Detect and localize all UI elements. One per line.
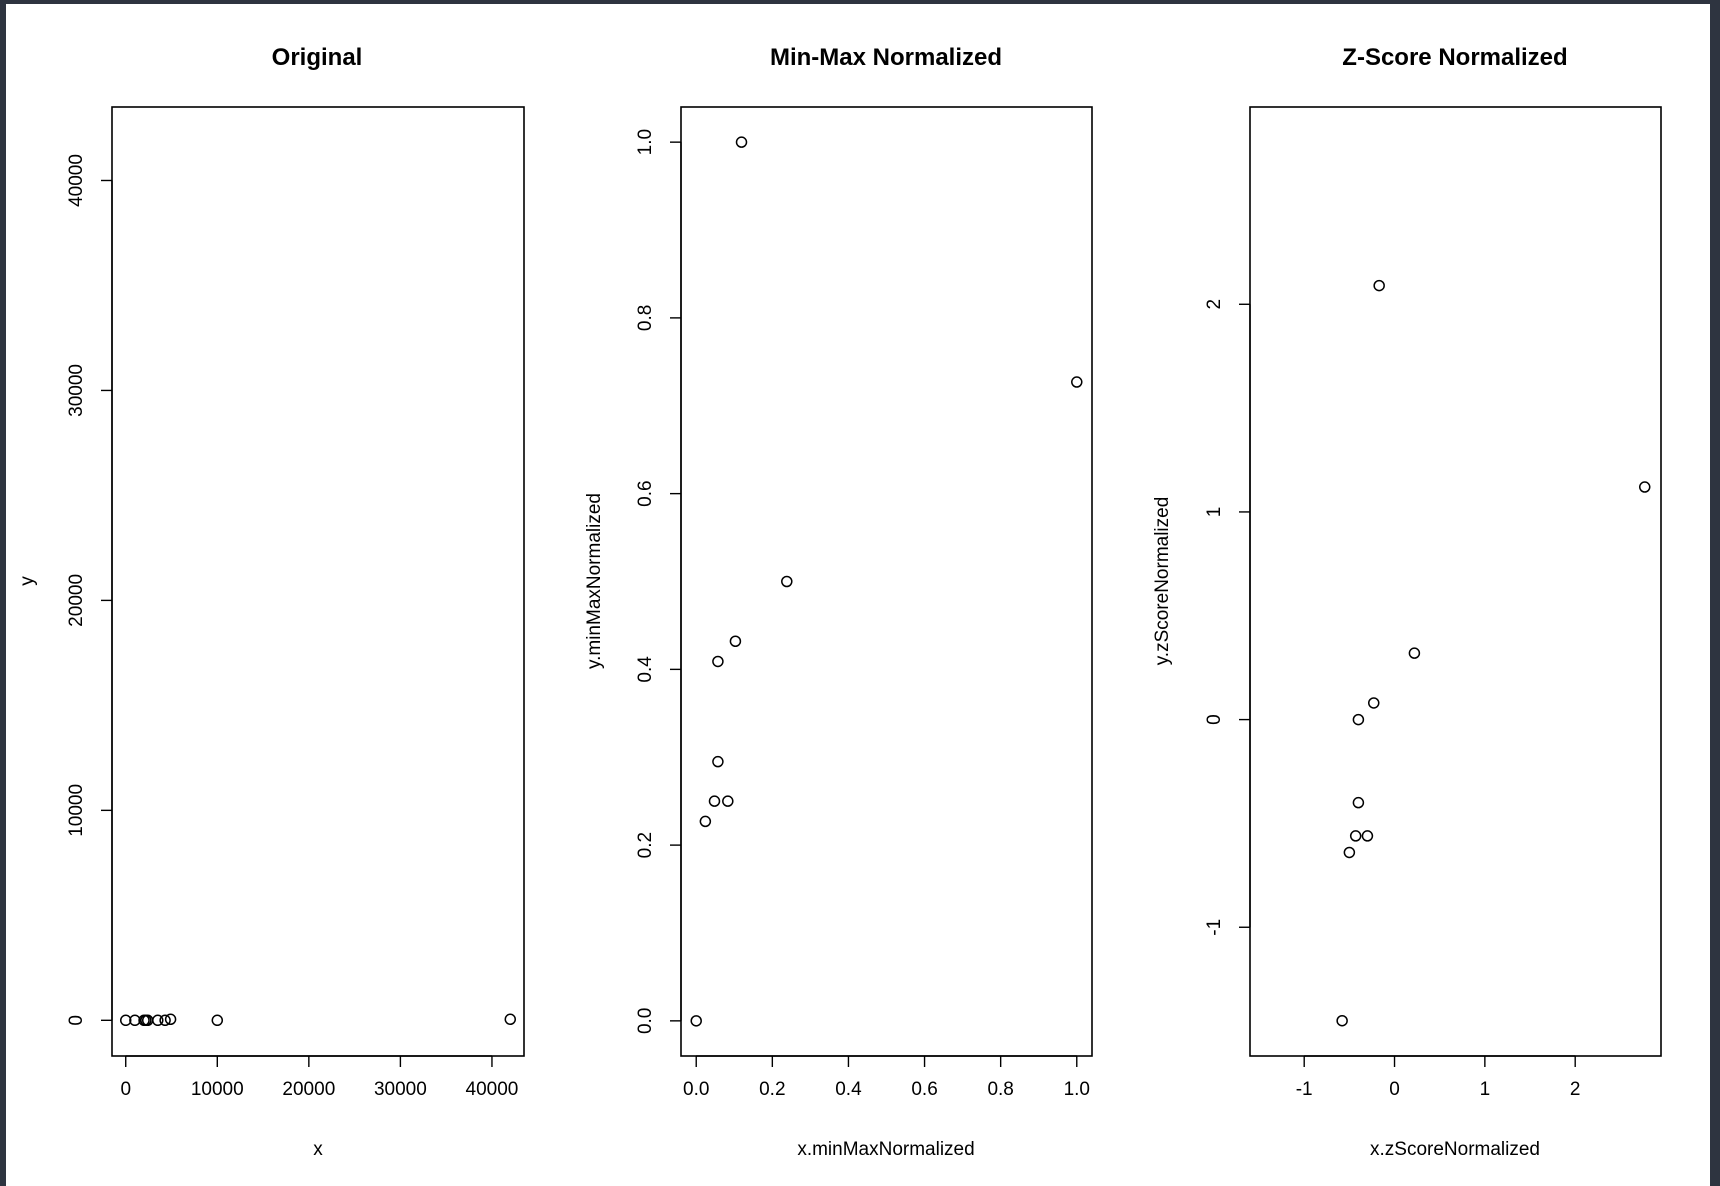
data-point	[1071, 376, 1083, 388]
x-tick-label: 0.4	[835, 1079, 862, 1100]
data-point	[712, 755, 724, 768]
y-tick-label: 10000	[66, 784, 87, 837]
data-point	[735, 136, 748, 148]
x-tick-label: 40000	[466, 1079, 519, 1100]
y-tick-label: 0	[66, 1015, 87, 1026]
data-point	[1373, 279, 1385, 292]
x-tick-label: 0	[1389, 1079, 1400, 1100]
x-tick-label: 0.6	[911, 1079, 937, 1100]
y-tick-label: 0.2	[635, 832, 656, 858]
y-axis-label: y.zScoreNormalized	[1152, 497, 1173, 666]
plot-box	[680, 106, 1093, 1057]
y-tick-label: 1	[1204, 507, 1225, 518]
data-point	[1638, 481, 1651, 493]
y-axis-label: y.minMaxNormalized	[584, 493, 605, 669]
x-tick-label: 20000	[282, 1079, 335, 1100]
data-point	[1352, 713, 1365, 726]
x-tick-label: 1	[1480, 1079, 1491, 1100]
x-tick-label: 30000	[374, 1079, 427, 1100]
x-tick-label: 1.0	[1064, 1079, 1090, 1100]
x-axis-label: x.zScoreNormalized	[1370, 1139, 1540, 1160]
plot-box	[1249, 106, 1662, 1057]
x-tick-label: 10000	[191, 1079, 244, 1100]
data-point	[164, 1013, 177, 1026]
panel-title: Z-Score Normalized	[1342, 44, 1567, 71]
plot-box	[111, 106, 525, 1057]
data-point	[1408, 647, 1421, 659]
data-point	[1352, 796, 1365, 809]
data-point	[722, 795, 734, 807]
panel-min-max: Min-Max Normalized x.minMaxNormalized y.…	[584, 44, 1093, 1160]
data-point	[699, 815, 712, 828]
data-point	[1349, 830, 1362, 842]
panel-z-score: Z-Score Normalized x.zScoreNormalized y.…	[1152, 44, 1662, 1160]
y-tick-label: 1.0	[635, 129, 656, 155]
data-points	[1336, 279, 1651, 1027]
x-tick-label: -1	[1296, 1079, 1313, 1100]
x-axis-label: x	[313, 1139, 323, 1160]
data-point	[159, 1014, 171, 1027]
y-tick-label: 2	[1204, 299, 1225, 310]
data-point	[1361, 830, 1374, 842]
plot-canvas	[6, 4, 1710, 1186]
data-point	[129, 1014, 141, 1027]
axis-ticks: 0.0 0.2 0.4 0.6 0.8 1.0 0.0 0.2 0.4 0.6 0.8 1.0	[635, 129, 1090, 1100]
data-point	[1368, 697, 1380, 709]
x-tick-label: 0.2	[759, 1079, 785, 1100]
data-point	[1336, 1014, 1348, 1027]
panel-title: Original	[272, 44, 363, 71]
x-tick-label: 0.8	[987, 1079, 1013, 1100]
y-axis-label: y	[17, 576, 38, 586]
data-points	[690, 136, 1083, 1027]
y-tick-label: 0	[1204, 714, 1225, 725]
y-tick-label: 30000	[66, 364, 87, 417]
panel-original: Original x y 0 10000 20000 30000 40000 0 10000…	[17, 44, 525, 1160]
axis-ticks: 0 10000 20000 30000 40000 0 10000 20000 30000 400…	[66, 154, 518, 1100]
y-tick-label: 40000	[66, 154, 87, 207]
x-axis-label: x.minMaxNormalized	[797, 1139, 974, 1160]
y-tick-label: 0.8	[635, 305, 656, 331]
data-point	[504, 1013, 517, 1026]
data-point	[152, 1014, 164, 1027]
y-tick-label: 0.4	[635, 656, 656, 683]
data-point	[708, 795, 721, 807]
data-point	[119, 1014, 132, 1027]
axis-ticks: -1 0 1 2 -1 0 1 2	[1204, 299, 1580, 1100]
data-point	[781, 575, 793, 588]
data-point	[712, 655, 724, 668]
x-tick-label: 0	[120, 1079, 131, 1100]
x-tick-label: 0.0	[683, 1079, 709, 1100]
data-point	[1343, 846, 1356, 859]
data-point	[729, 635, 742, 648]
y-tick-label: 0.6	[635, 480, 656, 506]
y-tick-label: -1	[1204, 919, 1225, 936]
data-point	[211, 1014, 224, 1027]
panel-title: Min-Max Normalized	[770, 44, 1002, 71]
y-tick-label: 20000	[66, 574, 87, 627]
data-points	[119, 1013, 517, 1027]
data-point	[690, 1015, 702, 1027]
x-tick-label: 2	[1570, 1079, 1581, 1100]
y-tick-label: 0.0	[635, 1008, 656, 1034]
